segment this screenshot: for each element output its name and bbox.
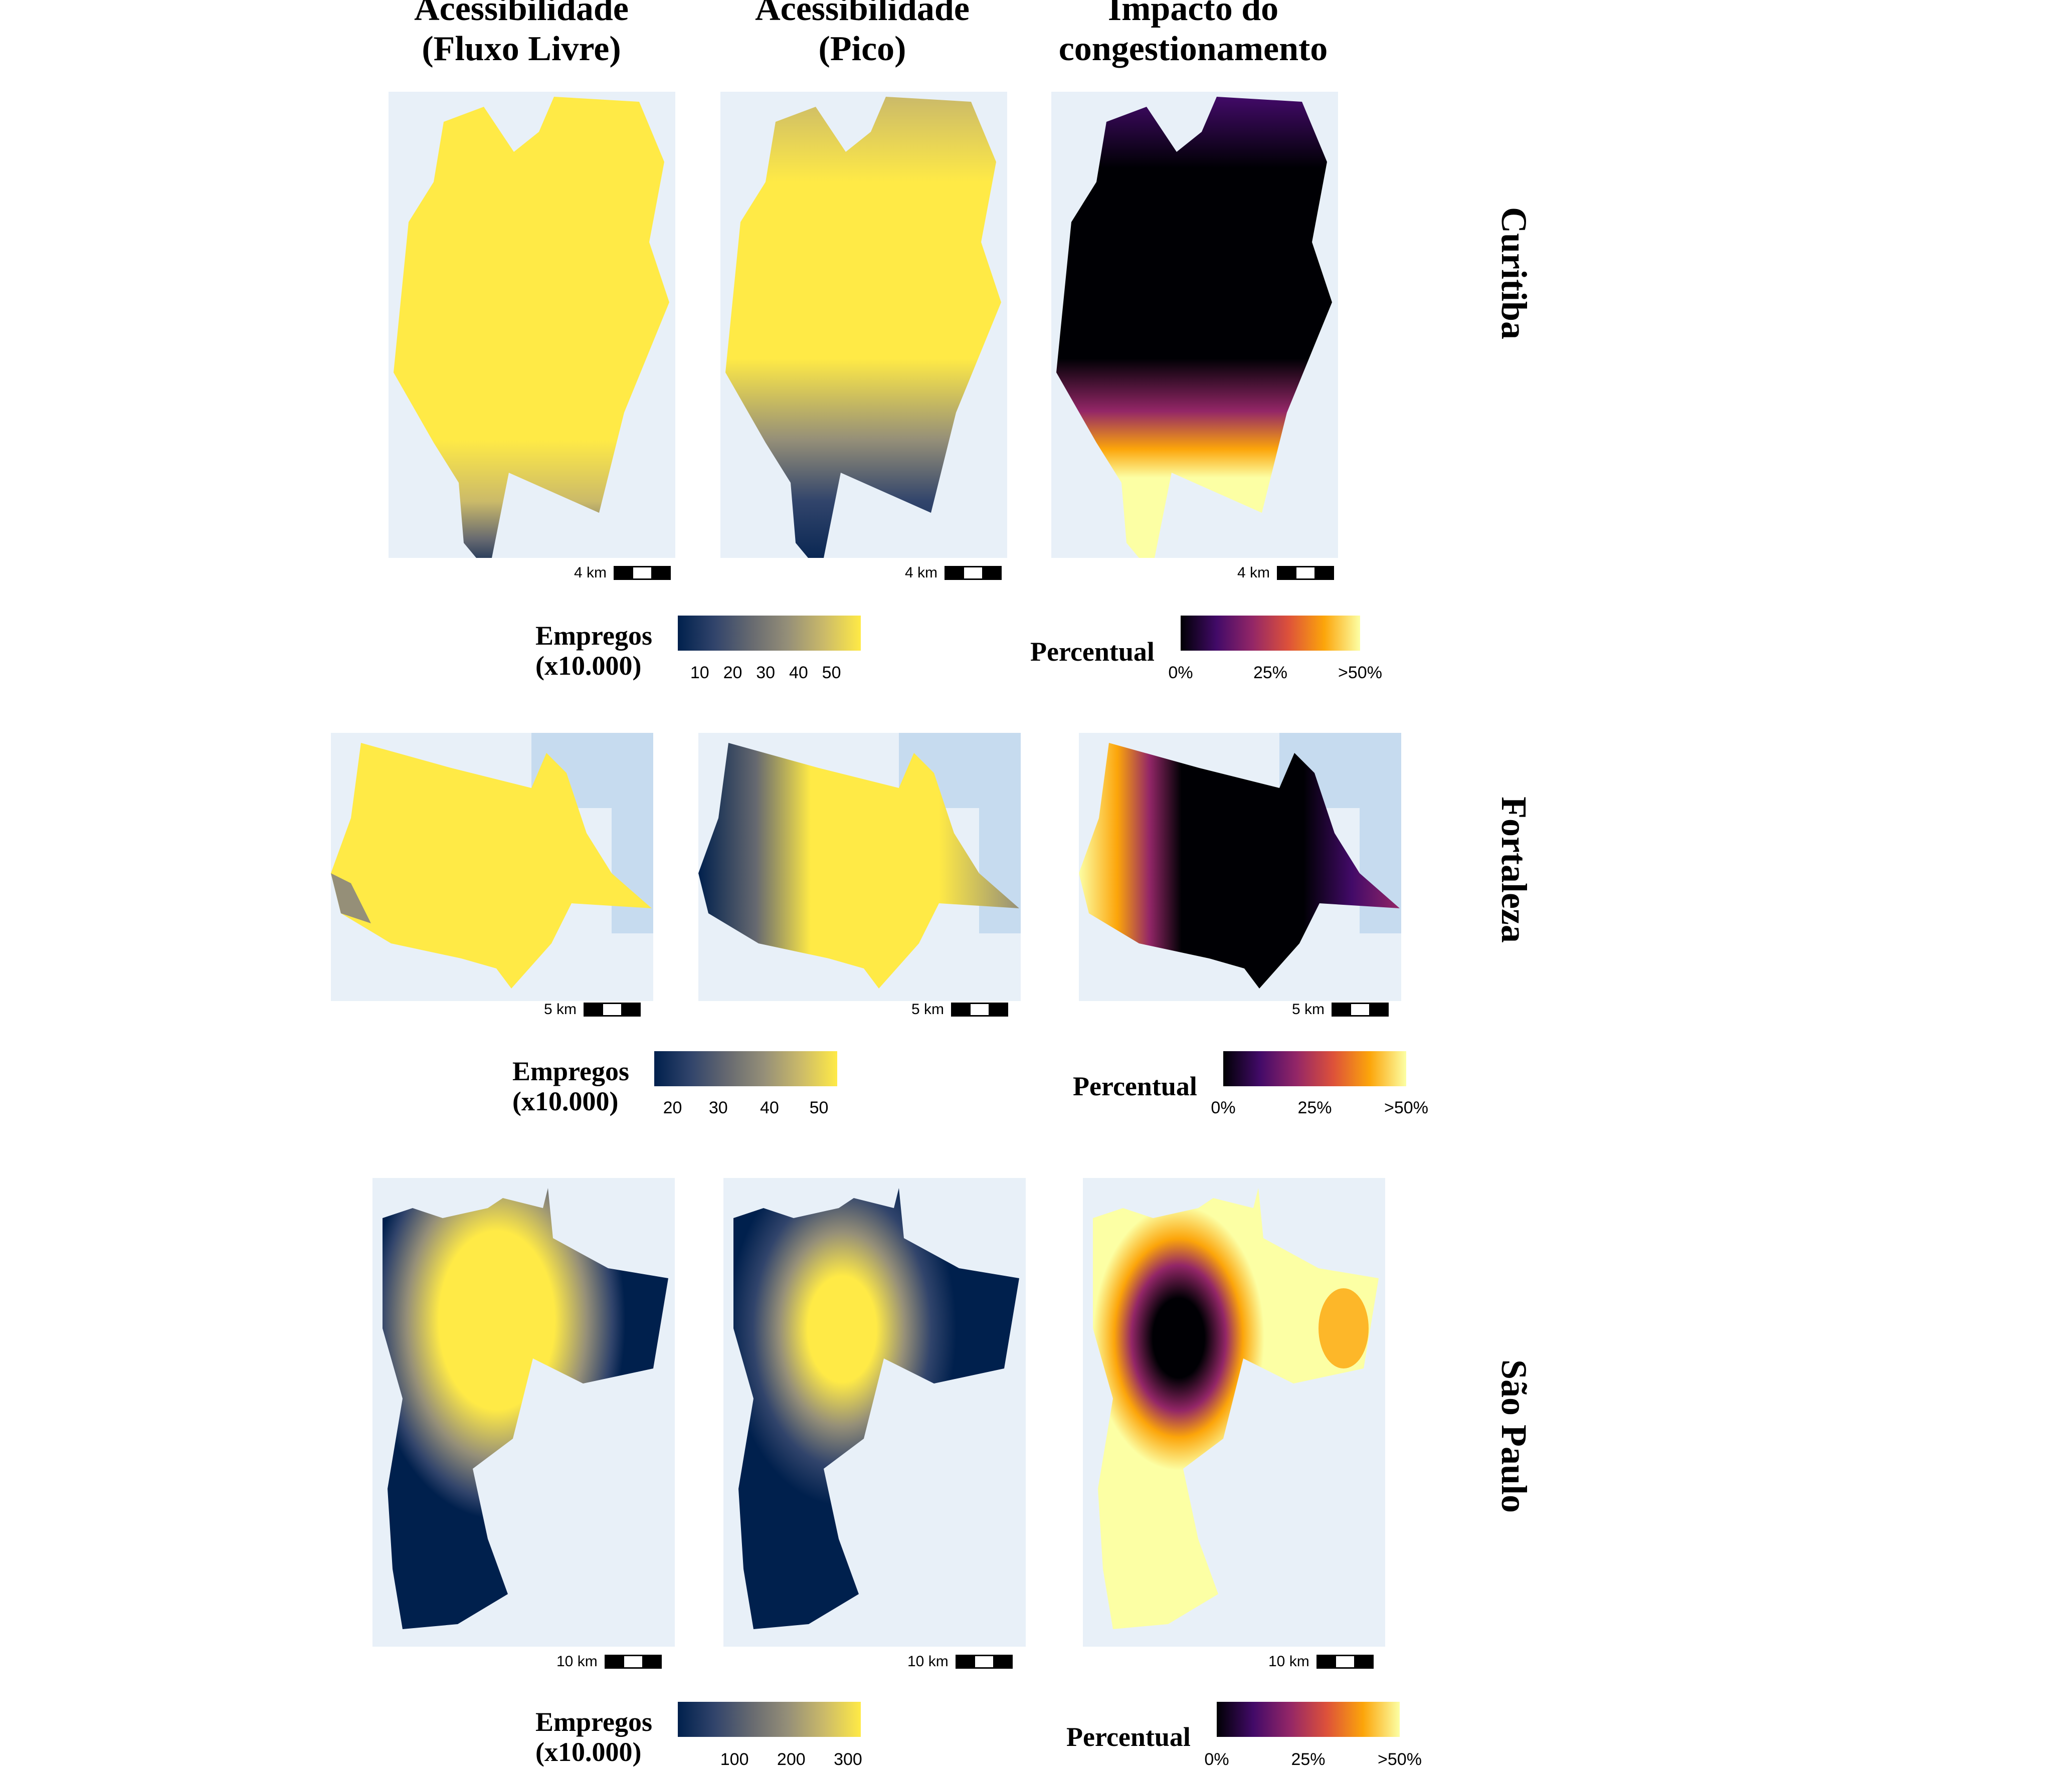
row-label-fortaleza: Fortaleza [1494, 797, 1534, 943]
legend-bar-sao-paulo-impact [1217, 1702, 1400, 1737]
legend-tick: 50 [822, 663, 841, 682]
legend-tick: 40 [789, 663, 808, 682]
scalebar-label: 4 km [574, 564, 607, 581]
map-curitiba-peak [720, 92, 1007, 558]
scalebar-icon [1316, 1655, 1374, 1669]
scalebar-label: 10 km [907, 1653, 949, 1670]
legend-tick: 25% [1297, 1098, 1332, 1117]
legend-tick: >50% [1384, 1098, 1428, 1117]
legend-tick: >50% [1378, 1750, 1422, 1769]
scalebar-curitiba-impact: 4 km [1237, 564, 1335, 581]
legend-bar-fortaleza-impact [1223, 1051, 1406, 1086]
column-title-peak: Acessibilidade (Pico) [755, 0, 970, 68]
scalebar-label: 5 km [1292, 1001, 1325, 1018]
scalebar-sao-paulo-peak: 10 km [907, 1653, 1013, 1670]
legend-tick: 20 [663, 1098, 682, 1117]
column-title-congestion-impact: Impacto do congestionamento [1058, 0, 1328, 68]
scalebar-curitiba-peak: 4 km [905, 564, 1002, 581]
legend-title-fortaleza-impact: Percentual [1073, 1071, 1197, 1101]
legend-tick: 0% [1211, 1098, 1236, 1117]
map-curitiba-free-flow [389, 92, 675, 558]
map-fortaleza-peak [698, 733, 1021, 1001]
legend-tick: 30 [708, 1098, 728, 1117]
scalebar-icon [945, 566, 1002, 580]
scalebar-sao-paulo-impact: 10 km [1268, 1653, 1374, 1670]
legend-tick: 50 [809, 1098, 829, 1117]
map-fortaleza-impact [1079, 733, 1401, 1001]
legend-tick: 25% [1291, 1750, 1326, 1769]
map-curitiba-impact [1051, 92, 1338, 558]
column-title-free-flow: Acessibilidade (Fluxo Livre) [414, 0, 629, 68]
map-fortaleza-free-flow [331, 733, 653, 1001]
legend-title-sao-paulo-impact: Percentual [1066, 1722, 1191, 1752]
scalebar-sao-paulo-free-flow: 10 km [556, 1653, 662, 1670]
legend-tick: 40 [760, 1098, 779, 1117]
map-sao-paulo-impact [1083, 1178, 1385, 1647]
scalebar-label: 10 km [1268, 1653, 1309, 1670]
scalebar-fortaleza-peak: 5 km [911, 1001, 1009, 1018]
map-sao-paulo-free-flow [372, 1178, 675, 1647]
scalebar-icon [1332, 1003, 1389, 1017]
row-label-curitiba: Curitiba [1494, 207, 1534, 340]
legend-title-fortaleza-access: Empregos (x10.000) [512, 1056, 630, 1116]
legend-tick: 10 [690, 663, 709, 682]
legend-bar-fortaleza-access [654, 1051, 837, 1086]
scalebar-icon [951, 1003, 1009, 1017]
legend-title-curitiba-impact: Percentual [1030, 637, 1155, 667]
legend-tick: 20 [723, 663, 742, 682]
legend-tick: 0% [1204, 1750, 1229, 1769]
legend-bar-sao-paulo-access [678, 1702, 861, 1737]
scalebar-curitiba-free-flow: 4 km [574, 564, 671, 581]
legend-title-sao-paulo-access: Empregos (x10.000) [535, 1707, 653, 1767]
scalebar-fortaleza-impact: 5 km [1292, 1001, 1389, 1018]
legend-bar-curitiba-access [678, 616, 861, 651]
row-label-sao-paulo: São Paulo [1494, 1359, 1534, 1513]
scalebar-fortaleza-free-flow: 5 km [544, 1001, 641, 1018]
map-sao-paulo-peak [723, 1178, 1026, 1647]
scalebar-label: 4 km [1237, 564, 1270, 581]
legend-tick: 200 [777, 1750, 806, 1769]
legend-tick: 25% [1253, 663, 1288, 682]
legend-tick: 100 [720, 1750, 749, 1769]
legend-title-curitiba-access: Empregos (x10.000) [535, 621, 653, 681]
legend-tick: 0% [1168, 663, 1193, 682]
scalebar-icon [584, 1003, 641, 1017]
legend-tick: 30 [756, 663, 776, 682]
scalebar-icon [1277, 566, 1335, 580]
scalebar-label: 4 km [905, 564, 938, 581]
legend-tick: 300 [834, 1750, 862, 1769]
scalebar-label: 5 km [544, 1001, 577, 1018]
scalebar-label: 10 km [556, 1653, 598, 1670]
scalebar-label: 5 km [911, 1001, 945, 1018]
legend-bar-curitiba-impact [1181, 616, 1360, 651]
scalebar-icon [955, 1655, 1013, 1669]
scalebar-icon [604, 1655, 662, 1669]
scalebar-icon [614, 566, 671, 580]
legend-tick: >50% [1338, 663, 1382, 682]
